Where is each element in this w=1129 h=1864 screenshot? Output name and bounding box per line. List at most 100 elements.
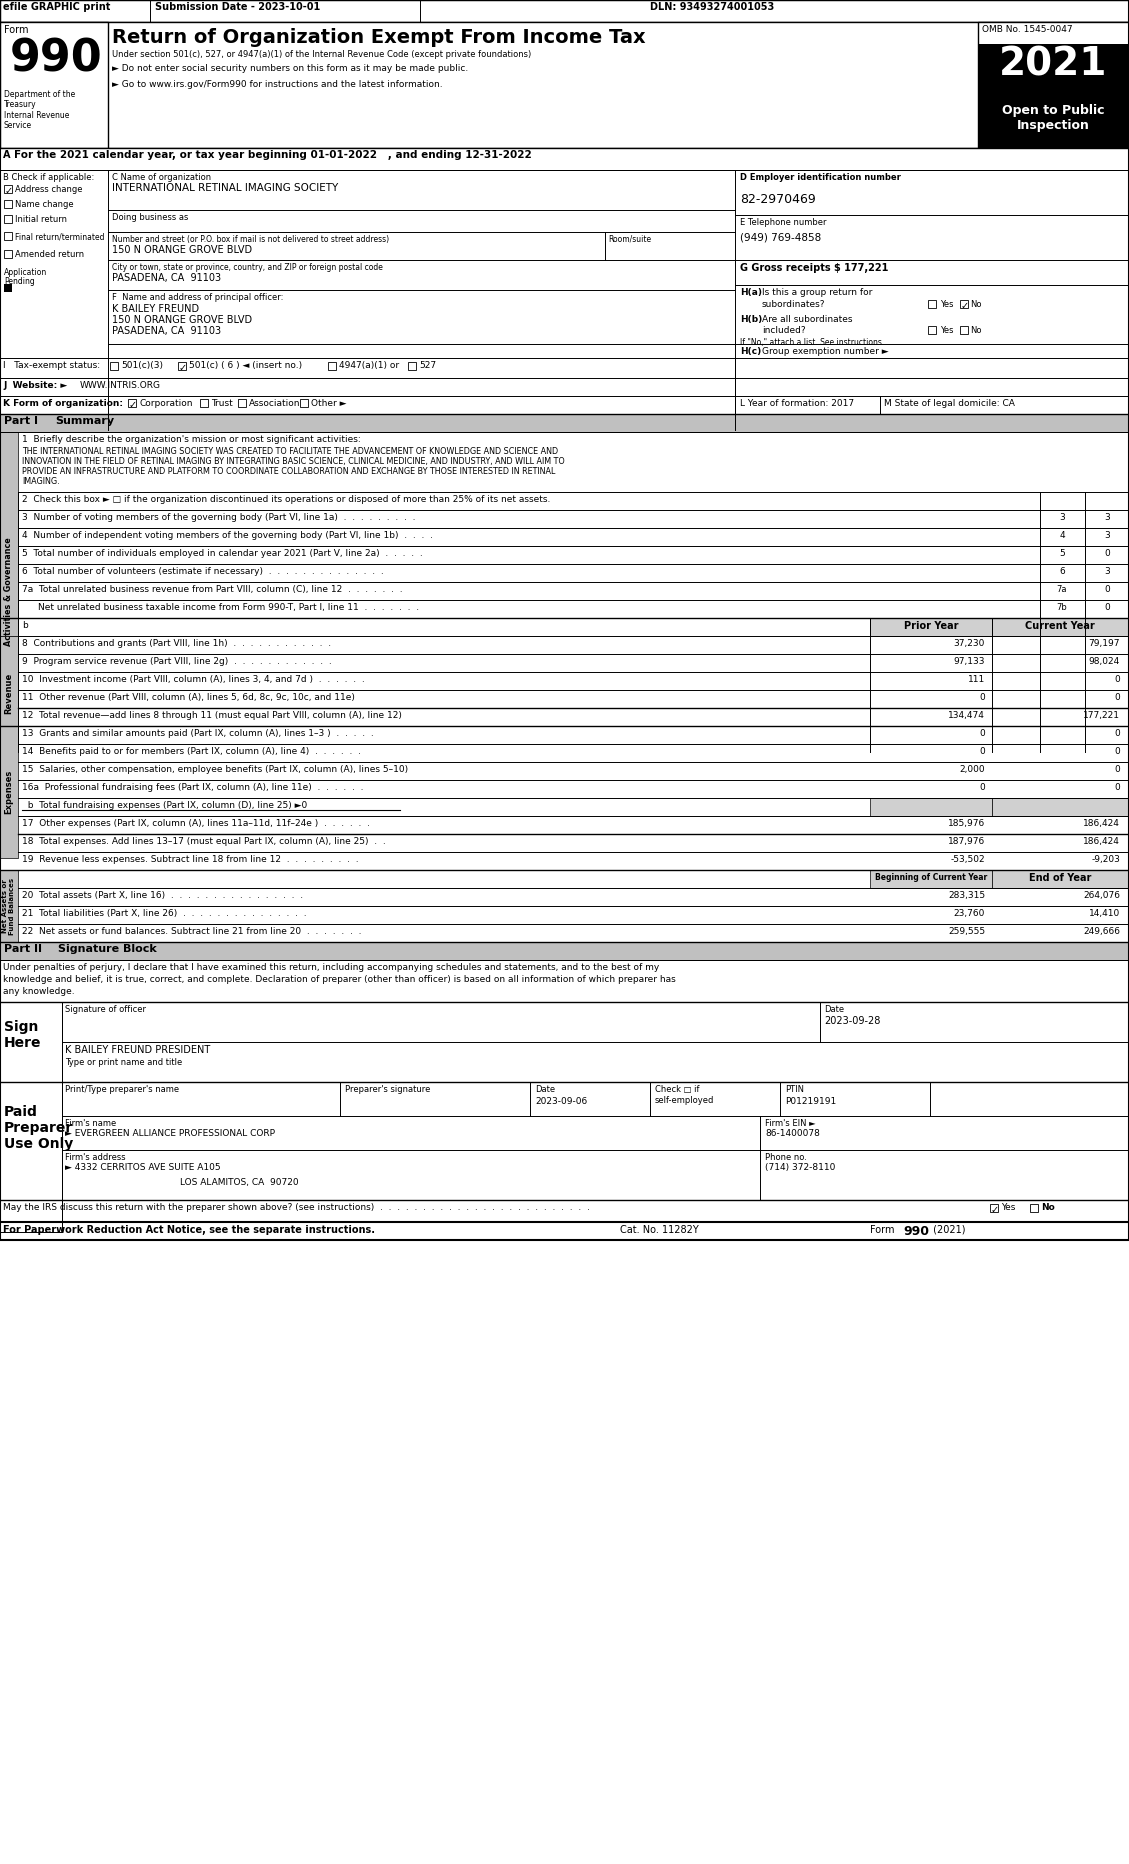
Text: 9  Program service revenue (Part VIII, line 2g)  .  .  .  .  .  .  .  .  .  .  .: 9 Program service revenue (Part VIII, li…: [21, 656, 332, 665]
Text: 4: 4: [1059, 531, 1065, 541]
Text: Prior Year: Prior Year: [903, 621, 959, 632]
Bar: [992, 619, 1129, 636]
Text: No: No: [1041, 1202, 1054, 1212]
Bar: [128, 399, 135, 406]
Bar: [5, 214, 12, 224]
Bar: [960, 300, 968, 308]
Text: PASADENA, CA  91103: PASADENA, CA 91103: [112, 326, 221, 336]
Text: Under section 501(c), 527, or 4947(a)(1) of the Internal Revenue Code (except pr: Under section 501(c), 527, or 4947(a)(1)…: [112, 50, 532, 60]
Text: 5  Total number of individuals employed in calendar year 2021 (Part V, line 2a) : 5 Total number of individuals employed i…: [21, 550, 422, 557]
Bar: [0, 870, 18, 941]
Text: J  Website: ►: J Website: ►: [3, 380, 68, 390]
Text: 990: 990: [10, 37, 103, 80]
Text: For Paperwork Reduction Act Notice, see the separate instructions.: For Paperwork Reduction Act Notice, see …: [3, 1225, 375, 1236]
Text: 7b: 7b: [1057, 602, 1067, 611]
Text: 14,410: 14,410: [1088, 910, 1120, 917]
Text: Signature Block: Signature Block: [58, 943, 157, 954]
Bar: [0, 941, 1129, 960]
Text: Form: Form: [5, 24, 28, 35]
Text: H(c): H(c): [739, 347, 761, 356]
Text: No: No: [970, 326, 981, 336]
Text: Final return/terminated: Final return/terminated: [15, 231, 105, 240]
Text: DLN: 93493274001053: DLN: 93493274001053: [650, 2, 774, 11]
Bar: [5, 283, 12, 293]
Bar: [5, 231, 12, 240]
Text: b: b: [21, 621, 28, 630]
Bar: [978, 99, 1129, 147]
Text: Yes: Yes: [940, 326, 954, 336]
Text: 2021: 2021: [999, 47, 1108, 84]
Bar: [5, 199, 12, 209]
Text: 14  Benefits paid to or for members (Part IX, column (A), line 4)  .  .  .  .  .: 14 Benefits paid to or for members (Part…: [21, 747, 361, 757]
Text: Is this a group return for: Is this a group return for: [762, 289, 873, 296]
Text: 3: 3: [1104, 531, 1110, 541]
Text: 150 N ORANGE GROVE BLVD: 150 N ORANGE GROVE BLVD: [112, 244, 252, 255]
Text: E Telephone number: E Telephone number: [739, 218, 826, 227]
Text: D Employer identification number: D Employer identification number: [739, 173, 901, 183]
Text: Print/Type preparer's name: Print/Type preparer's name: [65, 1085, 180, 1094]
Text: L Year of formation: 2017: L Year of formation: 2017: [739, 399, 855, 408]
Text: 6: 6: [1059, 567, 1065, 576]
Bar: [0, 0, 1129, 1240]
Text: Date: Date: [535, 1085, 555, 1094]
Text: 4  Number of independent voting members of the governing body (Part VI, line 1b): 4 Number of independent voting members o…: [21, 531, 434, 541]
Text: subordinates?: subordinates?: [762, 300, 825, 309]
Bar: [0, 432, 18, 751]
Bar: [0, 725, 18, 857]
Text: 21  Total liabilities (Part X, line 26)  .  .  .  .  .  .  .  .  .  .  .  .  .  : 21 Total liabilities (Part X, line 26) .…: [21, 910, 307, 917]
Text: 186,424: 186,424: [1083, 818, 1120, 828]
Text: 150 N ORANGE GROVE BLVD: 150 N ORANGE GROVE BLVD: [112, 315, 252, 324]
Text: 3: 3: [1104, 567, 1110, 576]
Text: F  Name and address of principal officer:: F Name and address of principal officer:: [112, 293, 283, 302]
Text: 97,133: 97,133: [954, 656, 984, 665]
Text: Amended return: Amended return: [15, 250, 85, 259]
Bar: [992, 798, 1129, 816]
Text: City or town, state or province, country, and ZIP or foreign postal code: City or town, state or province, country…: [112, 263, 383, 272]
Text: 11  Other revenue (Part VIII, column (A), lines 5, 6d, 8c, 9c, 10c, and 11e): 11 Other revenue (Part VIII, column (A),…: [21, 693, 355, 703]
Text: Current Year: Current Year: [1025, 621, 1095, 632]
Text: PROVIDE AN INFRASTRUCTURE AND PLATFORM TO COORDINATE COLLABORATION AND EXCHANGE : PROVIDE AN INFRASTRUCTURE AND PLATFORM T…: [21, 468, 555, 475]
Text: 10  Investment income (Part VIII, column (A), lines 3, 4, and 7d )  .  .  .  .  : 10 Investment income (Part VIII, column …: [21, 675, 365, 684]
Bar: [1030, 1204, 1038, 1212]
Text: Cat. No. 11282Y: Cat. No. 11282Y: [620, 1225, 699, 1236]
Text: G Gross receipts $ 177,221: G Gross receipts $ 177,221: [739, 263, 889, 272]
Text: 2023-09-06: 2023-09-06: [535, 1098, 587, 1105]
Text: 3: 3: [1104, 513, 1110, 522]
Text: Yes: Yes: [940, 300, 954, 309]
Text: 3: 3: [1059, 513, 1065, 522]
Text: Number and street (or P.O. box if mail is not delivered to street address): Number and street (or P.O. box if mail i…: [112, 235, 390, 244]
Text: Preparer's signature: Preparer's signature: [345, 1085, 430, 1094]
Text: 0: 0: [1104, 550, 1110, 557]
Text: ► 4332 CERRITOS AVE SUITE A105: ► 4332 CERRITOS AVE SUITE A105: [65, 1163, 220, 1172]
Text: Corporation: Corporation: [139, 399, 193, 408]
Text: ✓: ✓: [961, 300, 969, 311]
Text: Sign
Here: Sign Here: [5, 1020, 42, 1049]
Text: 5: 5: [1059, 550, 1065, 557]
Bar: [928, 300, 936, 308]
Text: 12  Total revenue—add lines 8 through 11 (must equal Part VIII, column (A), line: 12 Total revenue—add lines 8 through 11 …: [21, 710, 402, 720]
Text: (949) 769-4858: (949) 769-4858: [739, 231, 821, 242]
Text: 18  Total expenses. Add lines 13–17 (must equal Part IX, column (A), line 25)  .: 18 Total expenses. Add lines 13–17 (must…: [21, 837, 386, 846]
Text: 20  Total assets (Part X, line 16)  .  .  .  .  .  .  .  .  .  .  .  .  .  .  . : 20 Total assets (Part X, line 16) . . . …: [21, 891, 303, 900]
Text: Summary: Summary: [55, 416, 114, 427]
Text: Group exemption number ►: Group exemption number ►: [762, 347, 889, 356]
Text: Address change: Address change: [15, 185, 82, 194]
Text: Association: Association: [250, 399, 300, 408]
Text: 249,666: 249,666: [1083, 926, 1120, 936]
Bar: [200, 399, 208, 406]
Text: C Name of organization: C Name of organization: [112, 173, 211, 183]
Text: any knowledge.: any knowledge.: [3, 988, 75, 995]
Text: 0: 0: [1114, 764, 1120, 774]
Text: Check □ if: Check □ if: [655, 1085, 700, 1094]
Text: Return of Organization Exempt From Income Tax: Return of Organization Exempt From Incom…: [112, 28, 646, 47]
Text: 8  Contributions and grants (Part VIII, line 1h)  .  .  .  .  .  .  .  .  .  .  : 8 Contributions and grants (Part VIII, l…: [21, 639, 331, 649]
Text: Under penalties of perjury, I declare that I have examined this return, includin: Under penalties of perjury, I declare th…: [3, 964, 659, 971]
Text: Signature of officer: Signature of officer: [65, 1005, 146, 1014]
Text: 501(c) ( 6 ) ◄ (insert no.): 501(c) ( 6 ) ◄ (insert no.): [189, 362, 303, 369]
Text: K BAILEY FREUND PRESIDENT: K BAILEY FREUND PRESIDENT: [65, 1046, 210, 1055]
Text: Type or print name and title: Type or print name and title: [65, 1059, 182, 1066]
Text: 186,424: 186,424: [1083, 837, 1120, 846]
Text: 283,315: 283,315: [948, 891, 984, 900]
Bar: [110, 362, 119, 369]
Text: Department of the
Treasury
Internal Revenue
Service: Department of the Treasury Internal Reve…: [5, 89, 76, 130]
